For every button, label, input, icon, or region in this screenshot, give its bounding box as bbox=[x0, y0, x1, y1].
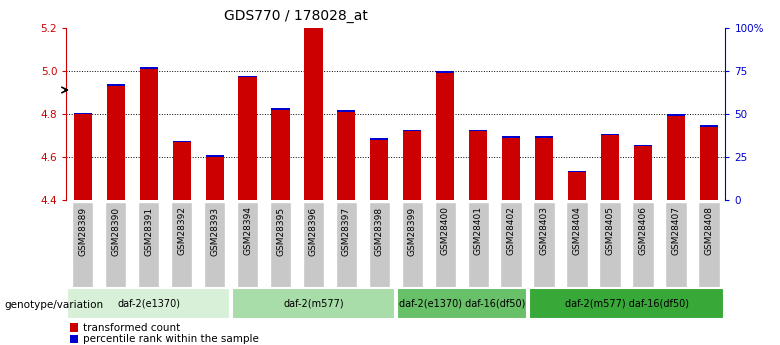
Bar bbox=[667, 116, 685, 200]
FancyBboxPatch shape bbox=[566, 202, 588, 295]
Bar bbox=[601, 134, 619, 136]
Text: GSM28405: GSM28405 bbox=[605, 206, 615, 256]
FancyBboxPatch shape bbox=[335, 202, 357, 295]
Bar bbox=[140, 69, 158, 200]
Bar bbox=[370, 138, 388, 140]
Text: GSM28398: GSM28398 bbox=[375, 206, 384, 256]
Bar bbox=[271, 108, 289, 110]
Bar bbox=[239, 76, 257, 77]
Bar bbox=[74, 112, 92, 114]
Text: GSM28401: GSM28401 bbox=[473, 206, 483, 256]
Bar bbox=[436, 71, 454, 73]
Text: GSM28397: GSM28397 bbox=[342, 206, 351, 256]
Text: daf-2(m577) daf-16(df50): daf-2(m577) daf-16(df50) bbox=[565, 299, 689, 308]
Text: GSM28391: GSM28391 bbox=[144, 206, 153, 256]
FancyBboxPatch shape bbox=[303, 202, 324, 295]
Bar bbox=[338, 110, 356, 112]
FancyBboxPatch shape bbox=[665, 202, 686, 295]
FancyBboxPatch shape bbox=[529, 288, 725, 319]
Text: GSM28404: GSM28404 bbox=[573, 206, 582, 255]
FancyBboxPatch shape bbox=[402, 202, 423, 295]
Bar bbox=[304, 26, 322, 28]
Text: GSM28407: GSM28407 bbox=[672, 206, 680, 256]
Text: GSM28408: GSM28408 bbox=[704, 206, 714, 256]
Text: daf-2(e1370): daf-2(e1370) bbox=[117, 299, 180, 308]
Bar bbox=[172, 142, 190, 200]
Bar bbox=[601, 136, 619, 200]
Bar bbox=[206, 157, 224, 200]
Bar bbox=[304, 28, 322, 200]
Bar bbox=[535, 136, 553, 138]
Bar bbox=[69, 323, 78, 332]
FancyBboxPatch shape bbox=[171, 202, 193, 295]
FancyBboxPatch shape bbox=[138, 202, 159, 295]
Bar bbox=[568, 172, 586, 200]
Bar bbox=[403, 131, 421, 200]
Text: GSM28396: GSM28396 bbox=[309, 206, 318, 256]
Bar bbox=[470, 130, 488, 131]
FancyBboxPatch shape bbox=[397, 288, 526, 319]
FancyBboxPatch shape bbox=[232, 288, 395, 319]
Text: GSM28389: GSM28389 bbox=[78, 206, 87, 256]
Bar bbox=[634, 145, 652, 146]
Bar bbox=[535, 138, 553, 200]
FancyBboxPatch shape bbox=[67, 288, 230, 319]
Bar bbox=[700, 125, 718, 127]
Text: GSM28400: GSM28400 bbox=[441, 206, 450, 256]
Text: GSM28394: GSM28394 bbox=[243, 206, 252, 256]
FancyBboxPatch shape bbox=[270, 202, 291, 295]
Bar bbox=[172, 141, 190, 142]
FancyBboxPatch shape bbox=[698, 202, 720, 295]
FancyBboxPatch shape bbox=[237, 202, 258, 295]
FancyBboxPatch shape bbox=[434, 202, 456, 295]
Bar bbox=[700, 127, 718, 200]
FancyBboxPatch shape bbox=[72, 202, 94, 295]
Text: GSM28402: GSM28402 bbox=[507, 206, 516, 255]
Text: GSM28390: GSM28390 bbox=[112, 206, 120, 256]
Text: transformed count: transformed count bbox=[83, 323, 180, 333]
FancyBboxPatch shape bbox=[369, 202, 390, 295]
Text: GSM28392: GSM28392 bbox=[177, 206, 186, 256]
FancyBboxPatch shape bbox=[599, 202, 621, 295]
Text: daf-2(e1370) daf-16(df50): daf-2(e1370) daf-16(df50) bbox=[399, 299, 525, 308]
Bar bbox=[107, 86, 125, 200]
Text: GSM28395: GSM28395 bbox=[276, 206, 285, 256]
Bar bbox=[69, 335, 78, 343]
Text: GSM28393: GSM28393 bbox=[210, 206, 219, 256]
Bar bbox=[502, 138, 520, 200]
FancyBboxPatch shape bbox=[633, 202, 654, 295]
Bar bbox=[370, 140, 388, 200]
Bar bbox=[568, 170, 586, 172]
Bar bbox=[403, 130, 421, 131]
Bar bbox=[667, 115, 685, 116]
FancyBboxPatch shape bbox=[467, 202, 489, 295]
Bar bbox=[74, 114, 92, 200]
Text: percentile rank within the sample: percentile rank within the sample bbox=[83, 334, 259, 344]
FancyBboxPatch shape bbox=[501, 202, 522, 295]
Bar bbox=[107, 84, 125, 86]
Text: GSM28406: GSM28406 bbox=[639, 206, 647, 256]
Bar bbox=[338, 112, 356, 200]
FancyBboxPatch shape bbox=[534, 202, 555, 295]
Text: GDS770 / 178028_at: GDS770 / 178028_at bbox=[225, 9, 368, 23]
Bar bbox=[239, 77, 257, 200]
FancyBboxPatch shape bbox=[105, 202, 126, 295]
Text: genotype/variation: genotype/variation bbox=[4, 300, 103, 310]
Bar bbox=[206, 156, 224, 157]
Bar bbox=[634, 146, 652, 200]
Bar bbox=[470, 131, 488, 200]
Bar bbox=[271, 110, 289, 200]
Text: daf-2(m577): daf-2(m577) bbox=[283, 299, 344, 308]
FancyBboxPatch shape bbox=[204, 202, 225, 295]
Bar bbox=[140, 67, 158, 69]
Text: GSM28399: GSM28399 bbox=[408, 206, 417, 256]
Text: GSM28403: GSM28403 bbox=[540, 206, 548, 256]
Bar bbox=[436, 73, 454, 200]
Bar bbox=[502, 136, 520, 138]
